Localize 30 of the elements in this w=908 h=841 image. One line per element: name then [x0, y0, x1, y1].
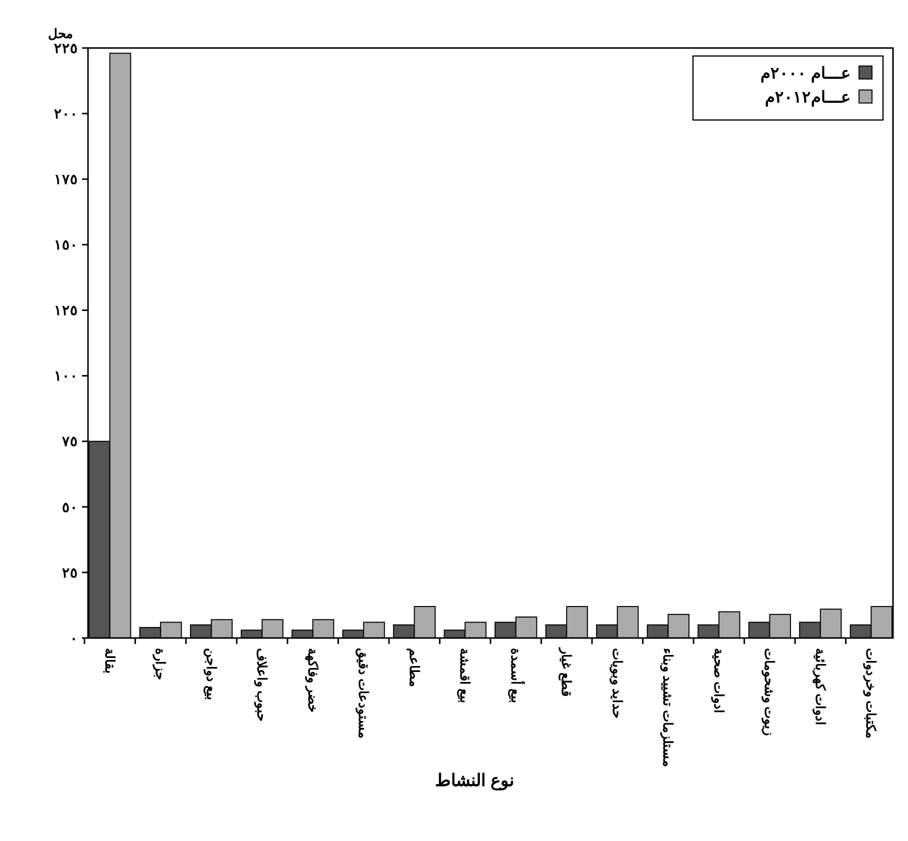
y-tick-label: ٧٥	[61, 433, 78, 450]
x-tick-label: جزارة	[152, 648, 168, 680]
y-tick-label: ٢٥	[62, 564, 78, 580]
x-tick-label: مكتبات وخردوات	[862, 648, 879, 739]
x-tick-label: زيوت وشحومات	[761, 648, 778, 736]
x-tick-label: بقالة	[102, 648, 118, 674]
x-tick-label: قطع غيار	[558, 647, 574, 697]
y-tick-label: ٠	[70, 630, 78, 646]
y-tick-label: ١٢٥	[54, 302, 78, 318]
x-tick-label: مستلزمات تشييد وبناء	[660, 648, 676, 768]
y-tick-label: ٢٠٠	[54, 105, 78, 122]
x-tick-label: ادوات صحية	[710, 648, 726, 714]
legend-label: عـــام ٢٠٠٠م	[760, 66, 851, 84]
x-axis-title: نوع النشاط	[434, 771, 515, 791]
x-tick-label: بيع دواجن	[202, 648, 219, 701]
y-axis-title: محل	[48, 26, 73, 41]
x-tick-label: مستودعات دقيق	[355, 648, 372, 739]
x-tick-label: حبوب واعلاف	[254, 648, 270, 722]
x-tick-label: ادوات كهربائية	[812, 648, 828, 726]
x-tick-label: حدايد وبويات	[608, 648, 625, 719]
y-tick-label: ١٧٥	[54, 171, 78, 188]
x-tick-label: خضر وفاكهة	[304, 648, 320, 713]
y-tick-label: ٥٠	[62, 498, 78, 515]
y-tick-label: ١٠٠	[54, 368, 78, 384]
y-tick-label: ٢٢٥	[54, 40, 78, 56]
x-tick-label: مطاعم	[406, 648, 422, 687]
y-tick-label: ١٥٠	[54, 236, 78, 253]
legend-label: عـــام٢٠١٢م	[765, 90, 851, 108]
x-tick-label: بيع اقمشة	[456, 648, 473, 704]
x-tick-label: بيع أسمدة	[507, 648, 524, 704]
